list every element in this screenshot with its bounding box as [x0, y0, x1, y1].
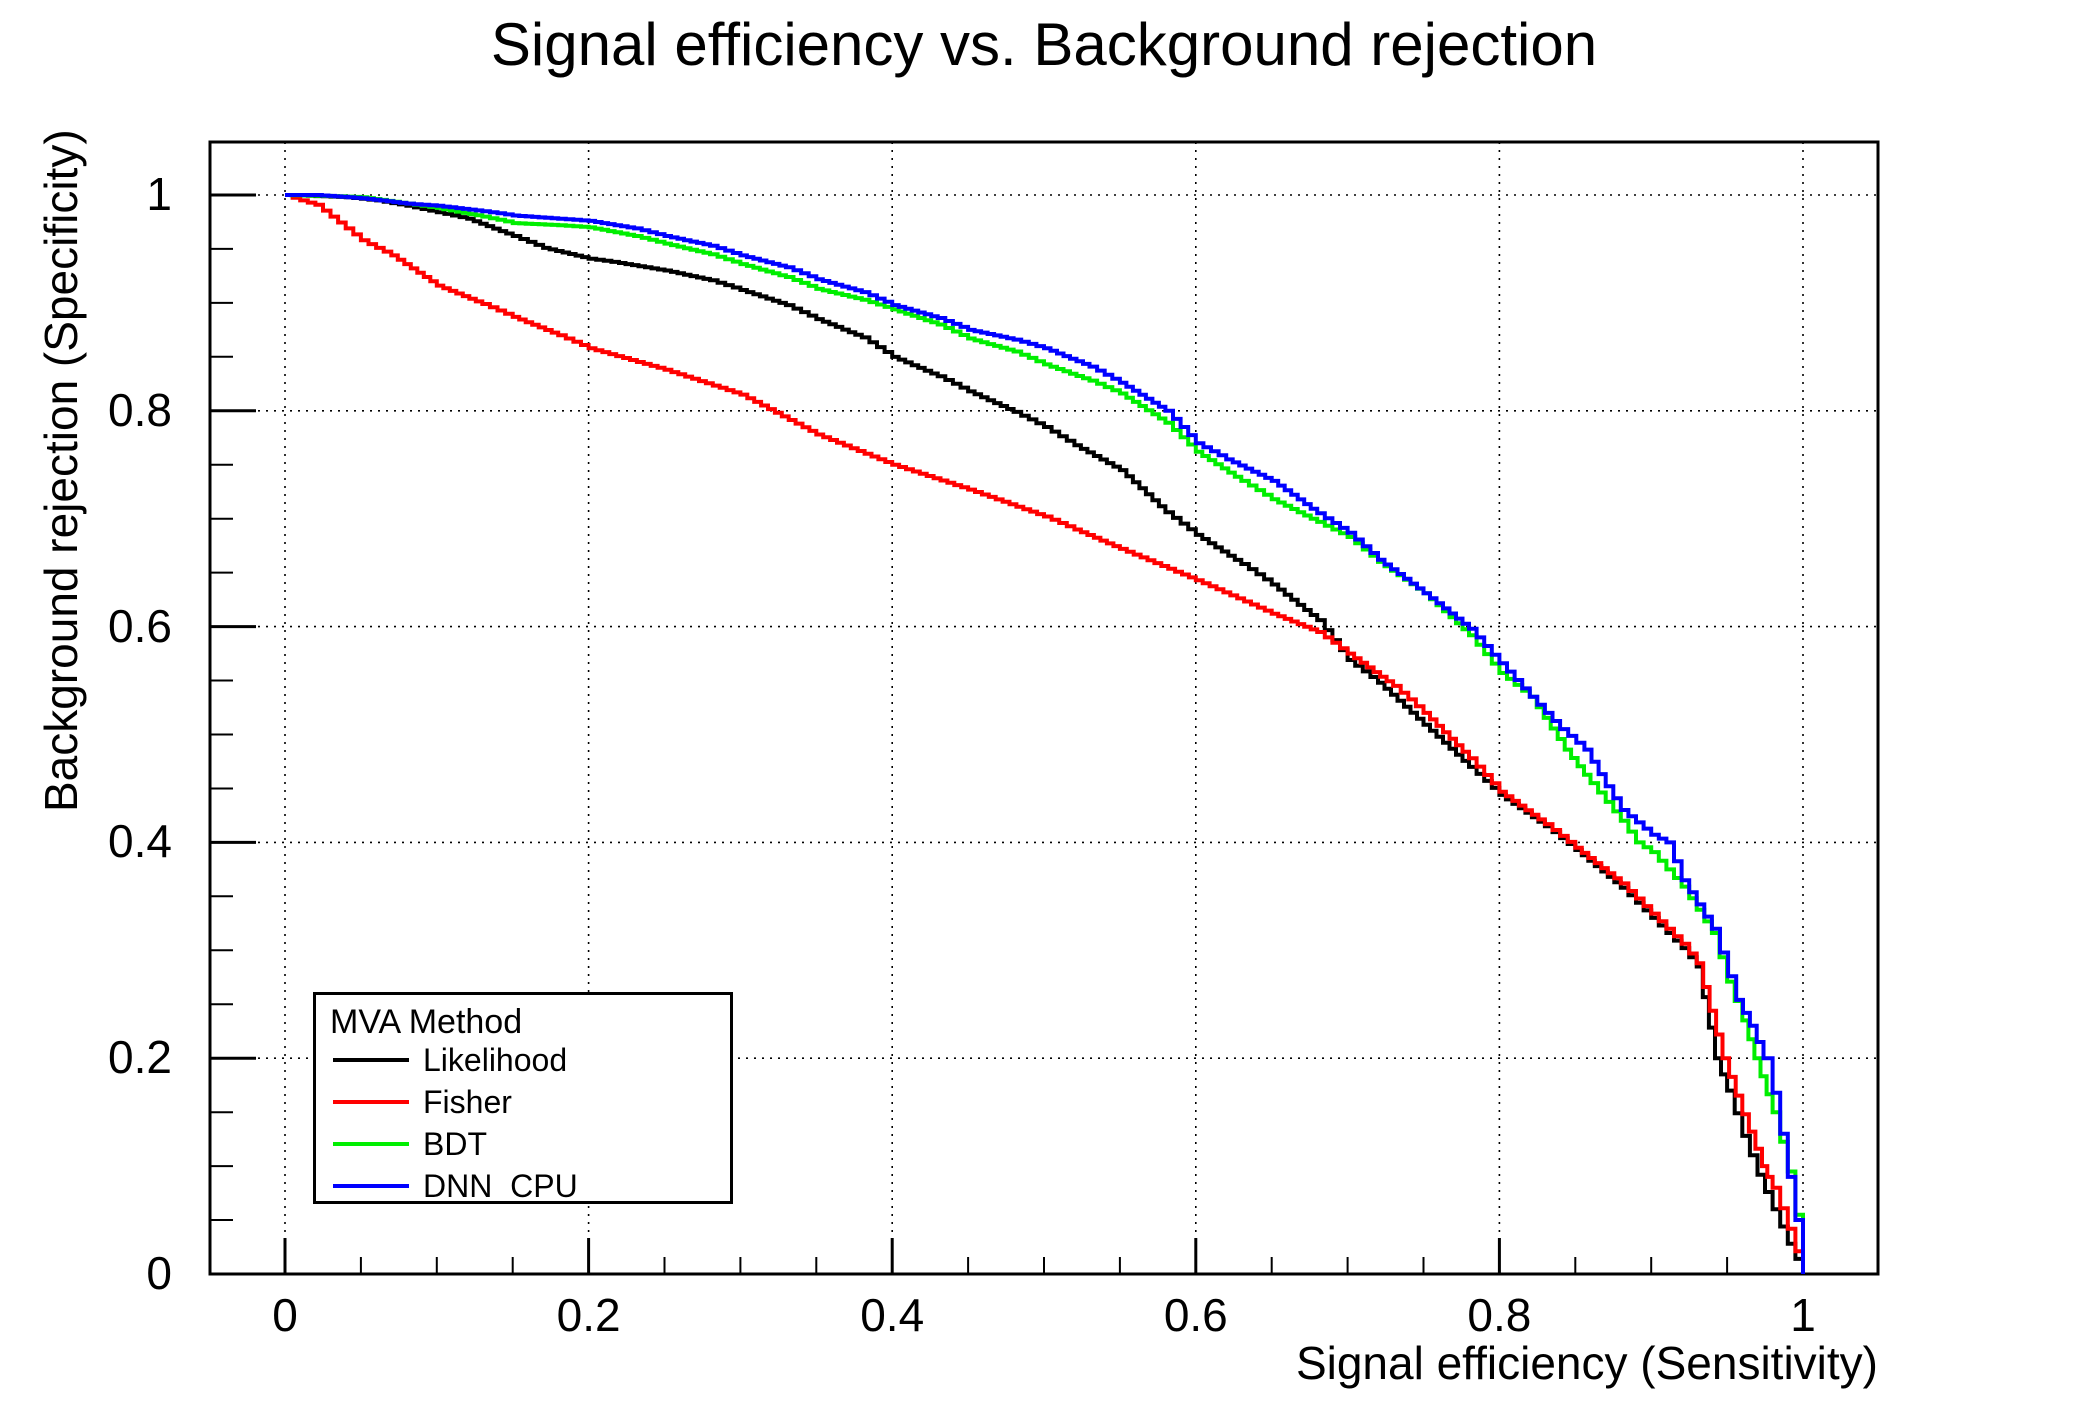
legend-line-sample [333, 1142, 409, 1146]
roc-curve-Fisher [285, 193, 1805, 1274]
y-tick-label: 0 [146, 1247, 172, 1299]
legend-item-label: DNN_CPU [423, 1167, 578, 1204]
x-tick-label: 0.4 [860, 1289, 925, 1341]
y-tick-label: 1 [146, 168, 172, 220]
x-tick-label: 0.6 [1163, 1289, 1228, 1341]
legend-line-sample [333, 1058, 409, 1062]
chart-title: Signal efficiency vs. Background rejecti… [490, 11, 1598, 78]
legend-item-label: BDT [423, 1125, 487, 1162]
legend-line-sample [333, 1184, 409, 1188]
y-tick-label: 0.2 [108, 1031, 172, 1084]
x-tick-label: 1 [1790, 1289, 1816, 1341]
legend-item: Likelihood [316, 1039, 730, 1081]
legend-header: MVA Method [330, 1003, 523, 1041]
legend-item: BDT [316, 1123, 730, 1165]
x-tick-label: 0.8 [1467, 1289, 1532, 1341]
x-tick-label: 0.2 [556, 1289, 621, 1341]
legend-items: Likelihood Fisher BDT DNN_CPU [316, 1039, 730, 1207]
legend-item: DNN_CPU [316, 1165, 730, 1207]
legend-item: Fisher [316, 1081, 730, 1123]
legend: MVA Method Likelihood Fisher BDT DNN_CPU [313, 992, 733, 1204]
y-tick-label: 0.6 [108, 599, 172, 652]
roc-curve-DNN_CPU [285, 193, 1805, 1274]
legend-item-label: Fisher [423, 1083, 512, 1120]
legend-line-sample [333, 1100, 409, 1104]
x-tick-label: 0 [272, 1289, 298, 1341]
legend-item-label: Likelihood [423, 1041, 568, 1078]
y-tick-label: 0.8 [108, 383, 172, 436]
x-axis-title: Signal efficiency (Sensitivity) [1295, 1337, 1878, 1389]
y-tick-label: 0.4 [108, 815, 172, 868]
